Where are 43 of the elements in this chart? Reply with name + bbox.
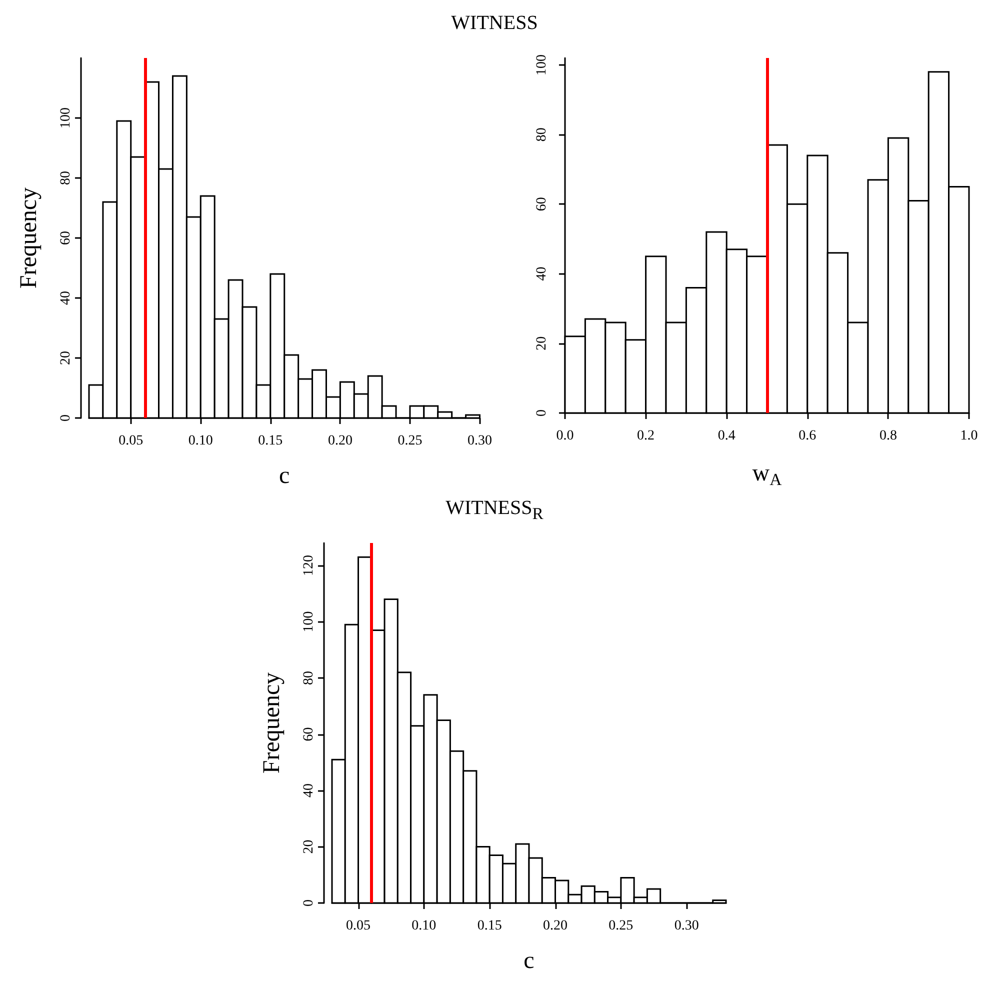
x-axis-title: c [278,463,290,489]
chart-title: WITNESS$_{R}$ [444,496,544,523]
y-axis-title: Frequency [258,672,284,774]
x-tick-label: 0.0 [556,428,574,444]
x-tick-label: 0.4 [717,428,735,444]
x-tick-label: 0.2 [636,428,654,444]
x-tick-label: 0.05 [118,434,143,448]
x-tick-label: 0.10 [188,434,212,448]
y-tick-label: 20 [58,351,73,365]
x-tick-label: 1.0 [960,428,978,444]
x-tick-label: 0.20 [327,434,352,448]
x-tick-label: 0.6 [798,428,816,444]
y-tick-label: 40 [301,784,316,798]
x-tick-label: 0.8 [878,428,896,444]
x-tick-label: 0.10 [411,918,436,934]
x-tick-label: 0.15 [476,918,502,934]
y-tick-label: 60 [301,727,316,742]
x-tick-label: 0.15 [258,434,282,448]
y-tick-label: 80 [58,171,73,185]
y-tick-label: 80 [301,671,316,685]
y-tick-label: 20 [301,840,316,854]
y-tick-label: 40 [58,291,73,305]
y-tick-label: 100 [534,54,549,76]
chart-title: WITNESS [450,11,539,36]
y-tick-label: 0 [301,900,316,906]
x-tick-label: 0.30 [674,918,698,934]
y-tick-label: 100 [301,611,316,632]
y-tick-label: 80 [534,128,549,142]
y-axis-title: Frequency [16,187,42,289]
y-tick-label: 60 [58,231,73,245]
x-tick-label: 0.25 [397,434,422,448]
y-tick-label: 40 [534,266,549,281]
x-tick-label: 0.20 [542,918,568,934]
y-tick-label: 100 [58,108,73,128]
y-tick-label: 0 [534,410,549,416]
x-tick-label: 0.30 [467,434,492,448]
x-tick-label: 0.25 [608,918,633,934]
y-tick-label: 20 [534,336,549,350]
x-axis-title: c [523,948,534,974]
y-tick-label: 0 [58,414,73,422]
x-tick-label: 0.05 [346,918,370,934]
y-tick-label: 120 [301,555,316,576]
y-tick-label: 60 [534,197,549,212]
